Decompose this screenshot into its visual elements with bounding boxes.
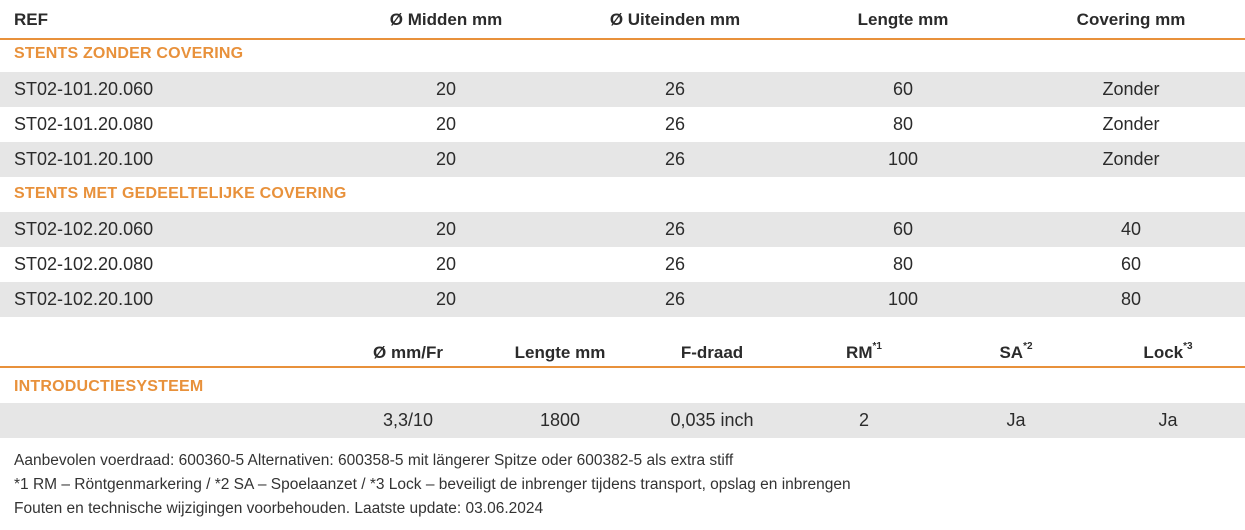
cell-length: 80 <box>892 114 914 134</box>
cell-diameter-middle: 20 <box>435 254 457 274</box>
header-length: Lengte mm <box>857 10 949 29</box>
header-diameter-fr: Ø mm/Fr <box>373 343 443 362</box>
header-ref: REF <box>14 10 48 29</box>
table-row: ST02-102.20.080 20 26 80 60 <box>0 247 1245 282</box>
cell-diameter-middle: 20 <box>435 114 457 134</box>
header-lock: Lock*3 <box>1143 341 1193 362</box>
header-covering: Covering mm <box>1076 10 1186 29</box>
cell-diameter-middle: 20 <box>435 149 457 169</box>
table-row: ST02-101.20.100 20 26 100 Zonder <box>0 142 1245 177</box>
table1-header-row: REF Ø Midden mm Ø Uiteinden mm Lengte mm… <box>0 0 1245 40</box>
cell-length: 60 <box>892 79 914 99</box>
table-row: ST02-102.20.060 20 26 60 40 <box>0 212 1245 247</box>
cell-length: 80 <box>892 254 914 274</box>
cell-diameter-ends: 26 <box>664 219 686 239</box>
cell-intro-length: 1800 <box>539 410 581 430</box>
cell-diameter-ends: 26 <box>664 289 686 309</box>
cell-diameter-fr: 3,3/10 <box>382 410 434 430</box>
cell-ref: ST02-101.20.080 <box>14 114 154 134</box>
header-f-draad: F-draad <box>680 343 744 362</box>
table-row: ST02-101.20.080 20 26 80 Zonder <box>0 107 1245 142</box>
cell-diameter-ends: 26 <box>664 149 686 169</box>
table-row: 3,3/10 1800 0,035 inch 2 Ja Ja <box>0 403 1245 438</box>
header-intro-length: Lengte mm <box>514 343 606 362</box>
cell-diameter-middle: 20 <box>435 219 457 239</box>
footnote-disclaimer: Fouten en technische wijzigingen voorbeh… <box>14 500 544 517</box>
cell-ref: ST02-102.20.060 <box>14 219 154 239</box>
cell-ref: ST02-101.20.060 <box>14 79 154 99</box>
cell-ref: ST02-102.20.080 <box>14 254 154 274</box>
cell-covering: Zonder <box>1102 79 1160 99</box>
section-title-partial-covering: STENTS MET GEDEELTELIJKE COVERING <box>14 185 347 202</box>
footnote-guidewire: Aanbevolen voerdraad: 600360-5 Alternati… <box>14 452 734 469</box>
cell-diameter-ends: 26 <box>664 254 686 274</box>
footnote-abbreviations: *1 RM – Röntgenmarkering / *2 SA – Spoel… <box>14 476 851 493</box>
table2-header-row: Ø mm/Fr Lengte mm F-draad RM*1 SA*2 Lock… <box>0 332 1245 368</box>
cell-f-draad: 0,035 inch <box>670 410 754 430</box>
cell-ref: ST02-102.20.100 <box>14 289 154 309</box>
cell-ref: ST02-101.20.100 <box>14 149 154 169</box>
cell-diameter-middle: 20 <box>435 79 457 99</box>
cell-covering: 80 <box>1120 289 1142 309</box>
cell-length: 100 <box>887 289 919 309</box>
header-diameter-ends: Ø Uiteinden mm <box>609 10 741 29</box>
cell-lock: Ja <box>1158 410 1178 430</box>
cell-sa: Ja <box>1006 410 1026 430</box>
table-row: ST02-102.20.100 20 26 100 80 <box>0 282 1245 317</box>
section-title-without-covering: STENTS ZONDER COVERING <box>14 45 244 62</box>
cell-covering: 40 <box>1120 219 1142 239</box>
header-sa: SA*2 <box>999 341 1033 362</box>
cell-diameter-ends: 26 <box>664 114 686 134</box>
cell-covering: Zonder <box>1102 114 1160 134</box>
cell-length: 60 <box>892 219 914 239</box>
table-row: ST02-101.20.060 20 26 60 Zonder <box>0 72 1245 107</box>
cell-covering: Zonder <box>1102 149 1160 169</box>
header-diameter-middle: Ø Midden mm <box>389 10 503 29</box>
cell-length: 100 <box>887 149 919 169</box>
header-rm: RM*1 <box>846 341 882 362</box>
cell-covering: 60 <box>1120 254 1142 274</box>
cell-diameter-middle: 20 <box>435 289 457 309</box>
cell-diameter-ends: 26 <box>664 79 686 99</box>
cell-rm: 2 <box>858 410 870 430</box>
section-title-introduction-system: INTRODUCTIESYSTEEM <box>14 378 204 395</box>
